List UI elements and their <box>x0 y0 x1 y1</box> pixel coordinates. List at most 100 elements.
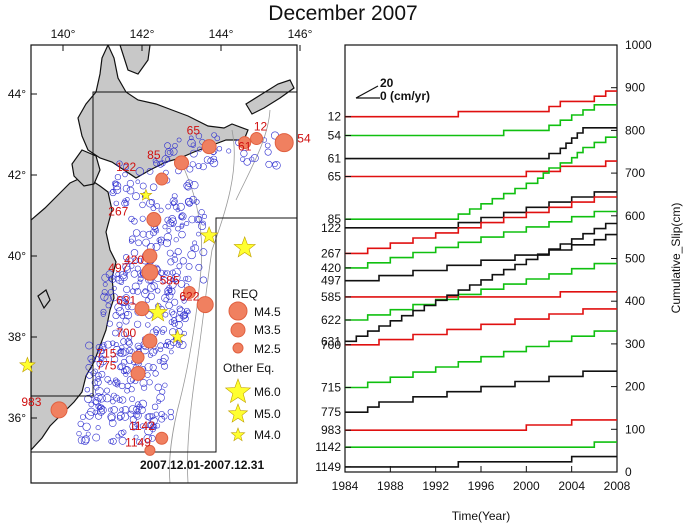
req-label: 85 <box>147 148 161 162</box>
seismicity-event <box>167 288 173 294</box>
seismicity-event <box>183 276 189 282</box>
seismicity-event <box>153 160 160 167</box>
seismicity-event <box>139 215 146 222</box>
seismicity-event <box>184 183 192 191</box>
legend-req-label-m25: M2.5 <box>254 342 281 356</box>
req-event <box>50 401 68 419</box>
seismicity-event <box>77 420 84 428</box>
seismicity-event <box>124 338 132 346</box>
seismicity-event <box>192 240 198 246</box>
seismicity-event <box>107 412 116 421</box>
req-label: 631 <box>116 294 136 308</box>
seismicity-event <box>92 433 101 442</box>
plot-ytick-label: 900 <box>625 81 645 95</box>
seismicity-event <box>150 426 156 433</box>
plot-xtick-label: 1992 <box>422 479 449 493</box>
seismicity-event <box>134 265 141 272</box>
req-event <box>155 172 169 186</box>
seismicity-event <box>169 147 178 156</box>
seismicity-event <box>122 184 130 193</box>
legend-req-m45 <box>228 301 248 321</box>
req-label: 420 <box>124 253 144 267</box>
seismicity-event <box>171 320 178 327</box>
seismicity-event <box>141 384 148 391</box>
seismicity-event <box>185 179 193 187</box>
seismicity-event <box>114 382 120 388</box>
seismicity-event <box>104 340 112 349</box>
req-event <box>144 444 156 456</box>
seismicity-event <box>166 219 175 228</box>
seismicity-event <box>94 378 102 386</box>
seismicity-event <box>129 263 135 269</box>
req-event <box>134 301 150 317</box>
seismicity-event <box>143 434 152 443</box>
scale-value: 20 <box>380 76 394 90</box>
seismicity-event <box>186 165 194 173</box>
legend-req-label-m45: M4.5 <box>254 305 281 319</box>
req-label: 983 <box>21 395 41 409</box>
seismicity-event <box>102 281 108 287</box>
seismicity-event <box>151 403 159 410</box>
other-event-star <box>233 236 257 258</box>
seismicity-event <box>175 226 181 232</box>
seismicity-event <box>152 348 158 354</box>
seismicity-event <box>167 258 175 266</box>
plot-ytick-label: 200 <box>625 380 645 394</box>
station-label: 775 <box>321 405 341 419</box>
seismicity-event <box>120 273 128 282</box>
seismicity-event <box>165 156 171 162</box>
seismicity-event <box>132 192 140 201</box>
seismicity-event <box>118 348 124 354</box>
slip-series-85 <box>345 136 617 220</box>
seismicity-event <box>169 349 174 355</box>
map-ytick-label: 44° <box>8 87 26 101</box>
seismicity-event <box>188 215 196 224</box>
seismicity-event <box>198 222 207 231</box>
seismicity-event <box>123 265 131 274</box>
seismicity-event <box>80 414 86 420</box>
seismicity-event <box>178 230 186 239</box>
seismicity-event <box>216 146 223 152</box>
other-event-star <box>199 225 219 244</box>
seismicity-event <box>118 430 125 437</box>
seismicity-event <box>211 132 217 138</box>
seismicity-event <box>126 340 133 347</box>
req-event <box>130 365 146 381</box>
seismicity-event <box>126 186 135 195</box>
seismicity-event <box>171 298 179 306</box>
plot-ytick-label: 600 <box>625 209 645 223</box>
seismicity-event <box>160 329 166 335</box>
date-range-label: 2007.12.01-2007.12.31 <box>140 458 264 472</box>
slip-series-700 <box>345 308 617 346</box>
seismicity-event <box>133 405 141 413</box>
seismicity-event <box>80 436 90 445</box>
req-event <box>146 212 162 228</box>
seismicity-event <box>226 148 232 154</box>
seismicity-event <box>135 167 145 176</box>
seismicity-event <box>112 346 122 355</box>
seismicity-event <box>201 220 206 226</box>
slip-series-267 <box>345 196 617 255</box>
seismicity-event <box>128 215 135 223</box>
seismicity-event <box>125 197 130 202</box>
seismicity-event <box>149 364 157 372</box>
seismicity-event <box>145 322 151 328</box>
seismicity-event <box>155 288 161 294</box>
seismicity-event <box>152 370 159 377</box>
seismicity-event <box>170 311 178 318</box>
seismicity-event <box>272 161 278 168</box>
seismicity-event <box>82 422 91 431</box>
seismicity-event <box>113 200 120 207</box>
req-events <box>50 132 294 456</box>
seismicity-event <box>108 275 117 283</box>
map-xtick-label: 146° <box>288 27 313 41</box>
seismicity-event <box>188 135 194 141</box>
slip-series-622 <box>345 262 617 321</box>
seismicity-event <box>110 355 119 364</box>
seismicity-event <box>97 394 106 403</box>
seismicity-event <box>117 364 124 371</box>
seismicity-event <box>167 408 174 416</box>
plot-ytick-label: 0 <box>625 465 632 479</box>
seismicity-event <box>118 279 124 286</box>
seismicity-event <box>145 412 154 421</box>
